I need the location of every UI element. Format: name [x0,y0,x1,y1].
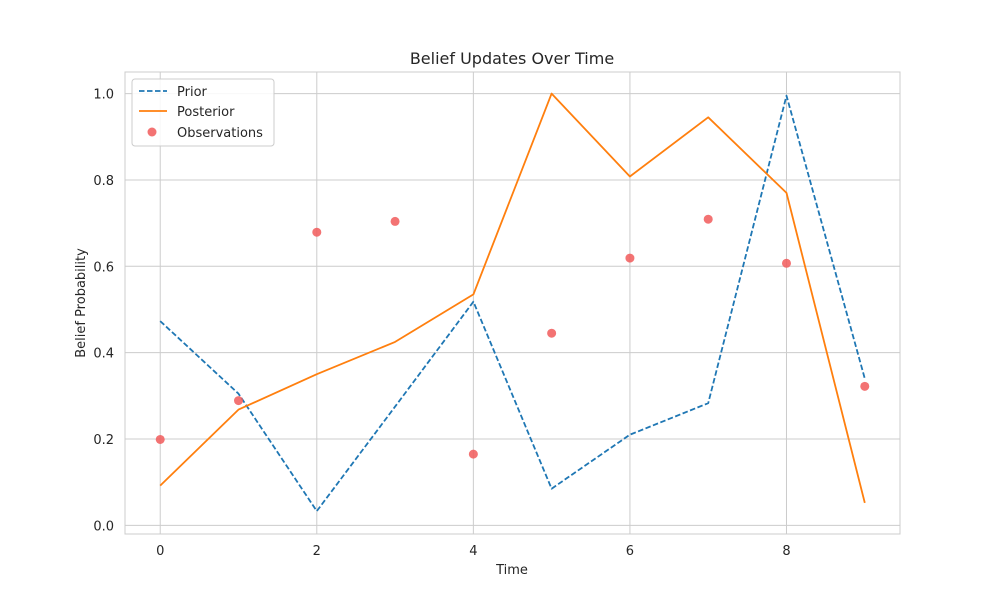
y-tick-label: 0.6 [93,260,114,275]
x-tick-labels: 0 2 4 6 8 [156,544,791,559]
observations-point [390,216,400,226]
observations-point [547,328,557,338]
prior-line [159,94,866,513]
y-tick-labels: 0.0 0.2 0.4 0.6 0.8 1.0 [93,88,114,535]
legend-posterior-label: Posterior [177,105,235,120]
series-layer [155,92,870,513]
y-tick-label: 0.4 [93,347,114,362]
x-tick-label: 2 [313,544,321,559]
legend-observations-label: Observations [177,126,263,141]
x-tick-label: 0 [156,544,164,559]
observations-point [781,258,791,268]
plot-frame [124,71,901,535]
observations-point [468,449,478,459]
plot-background [125,72,900,534]
observations-point [860,381,870,391]
legend-box [131,78,275,147]
x-tick-label: 4 [469,544,477,559]
y-tick-label: 0.2 [93,433,114,448]
observations-point [312,227,322,237]
legend-observations-swatch [147,127,157,137]
y-tick-label: 1.0 [93,88,114,103]
x-tick-label: 8 [782,544,790,559]
posterior-line [159,92,866,504]
chart-title: Belief Updates Over Time [410,49,614,68]
legend-prior-label: Prior [177,85,208,100]
observations-point [625,253,635,263]
x-tick-label: 6 [626,544,634,559]
observations-point [155,434,165,444]
observations-point [234,396,244,406]
observations-point [703,214,713,224]
legend: Prior Posterior Observations [131,78,275,147]
y-tick-label: 0.8 [93,174,114,189]
x-axis-label: Time [495,563,528,578]
y-tick-label: 0.0 [93,519,114,534]
y-axis-label: Belief Probability [74,248,89,358]
